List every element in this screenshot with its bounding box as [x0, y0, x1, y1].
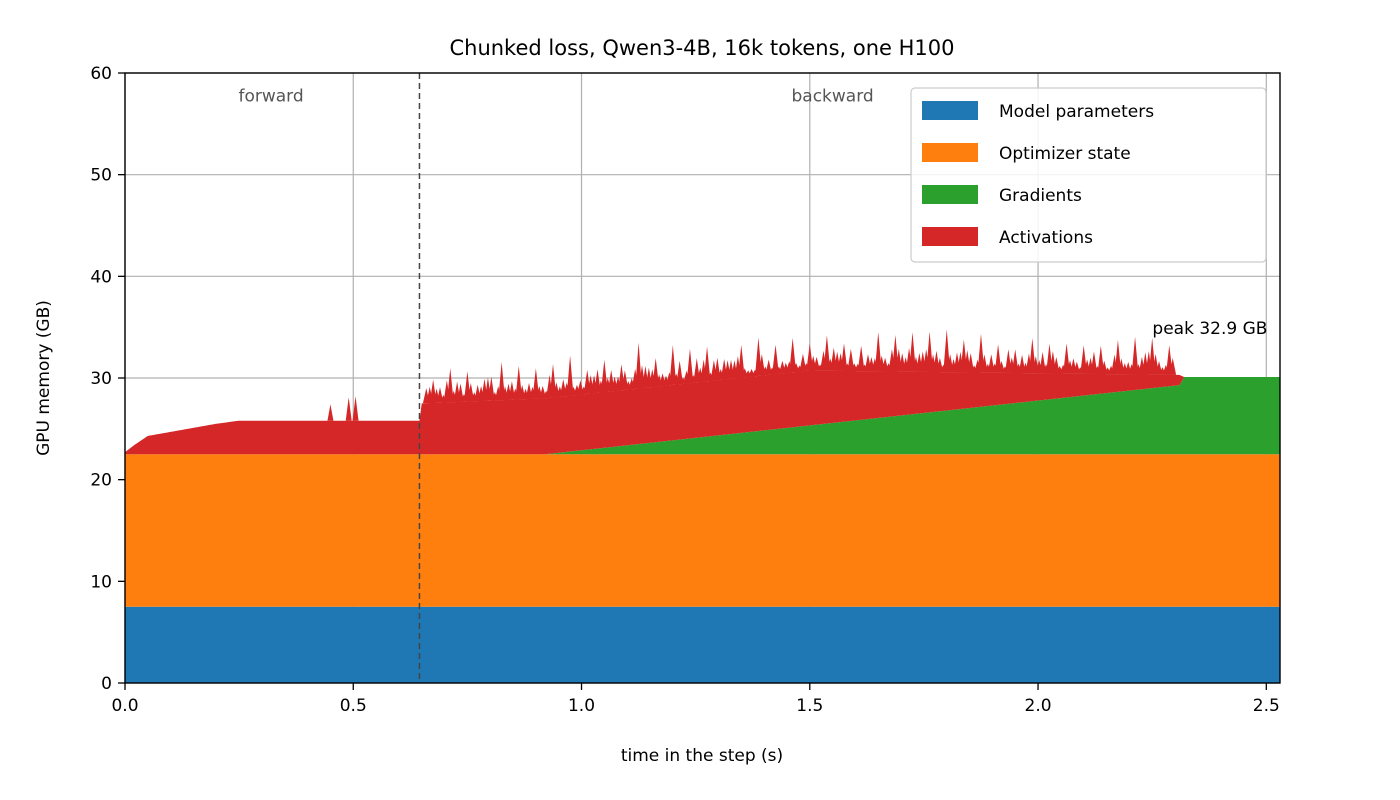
activation-spike — [772, 344, 779, 375]
y-tick-label: 30 — [90, 369, 112, 389]
legend-swatch — [922, 101, 978, 120]
activation-spike — [352, 396, 359, 421]
activation-spike — [1028, 338, 1036, 374]
activation-spike — [847, 348, 855, 371]
activation-spike — [799, 353, 807, 372]
legend-swatch — [922, 143, 978, 162]
y-tick-label: 10 — [90, 572, 112, 592]
legend-swatch — [922, 227, 978, 246]
activation-spike — [467, 382, 475, 402]
activation-spike — [600, 359, 608, 393]
activation-spikes — [327, 329, 1177, 421]
area-gradients — [125, 376, 1280, 455]
annotation-label: backward — [792, 86, 874, 106]
activation-spike — [857, 345, 865, 372]
activation-spike — [1097, 345, 1105, 375]
activation-spike — [1100, 360, 1108, 375]
area-activations — [125, 370, 1280, 455]
legend-label: Gradients — [999, 186, 1082, 206]
x-tick-label: 1.5 — [796, 696, 823, 716]
activation-spike — [758, 354, 766, 376]
activation-spike — [789, 337, 797, 373]
activation-spike — [446, 368, 454, 403]
x-axis-label: time in the step (s) — [621, 746, 783, 766]
activation-spike — [737, 345, 745, 378]
legend-swatch — [922, 185, 978, 204]
activation-spike — [532, 368, 540, 399]
activation-spike — [1011, 349, 1019, 373]
activation-spike — [498, 362, 506, 401]
axes: 0.0 0.5 1.0 1.5 2.0 2.5 0 10 20 30 40 50 60 — [90, 64, 1281, 716]
activation-spike — [515, 365, 523, 400]
legend-box — [910, 87, 1267, 263]
y-tick-label: 50 — [90, 166, 112, 186]
x-tick-label: 1.0 — [568, 696, 595, 716]
x-tick-label: 2.5 — [1253, 696, 1280, 716]
activation-spike — [669, 345, 677, 385]
activation-spike — [909, 332, 916, 372]
activation-spike — [1169, 358, 1177, 375]
activation-spike — [621, 370, 629, 390]
activation-spike — [676, 360, 684, 385]
y-axis-label: GPU memory (GB) — [34, 300, 54, 456]
activation-spike — [703, 346, 711, 382]
activation-spike — [943, 329, 951, 373]
x-tick-label: 2.0 — [1025, 696, 1052, 716]
y-tick-label: 0 — [101, 674, 112, 694]
activation-spike — [327, 404, 334, 421]
chart-title: Chunked loss, Qwen3-4B, 16k tokens, one … — [449, 36, 954, 60]
legend-label: Model parameters — [999, 102, 1154, 122]
activation-spike — [823, 335, 831, 371]
activation-spike — [1131, 336, 1139, 375]
area-model-parameters — [125, 606, 1280, 683]
activation-spike — [566, 355, 574, 396]
activation-spike — [1080, 345, 1088, 374]
x-tick-label: 0.0 — [111, 696, 138, 716]
annotation-label: peak 32.9 GB — [1152, 319, 1267, 339]
y-tick-label: 60 — [90, 64, 112, 84]
legend-label: Activations — [999, 228, 1093, 248]
activation-spike — [549, 364, 557, 398]
activation-spike — [967, 353, 975, 373]
activation-spike — [840, 343, 848, 371]
activation-spike — [987, 354, 995, 373]
annotations: forward backward peak 32.9 GB — [238, 86, 1267, 339]
activation-spike — [1052, 356, 1060, 374]
y-tick-label: 40 — [90, 267, 112, 287]
activation-spike — [813, 356, 821, 371]
area-optimizer-state — [125, 454, 1280, 607]
activation-spike — [994, 344, 1002, 373]
activation-spike — [1114, 339, 1122, 375]
y-tick-label: 20 — [90, 471, 112, 491]
x-tick-label: 0.5 — [340, 696, 367, 716]
activation-spike — [977, 333, 985, 373]
activation-spike — [487, 376, 495, 401]
annotation-label: forward — [238, 86, 303, 106]
activation-spike — [981, 354, 988, 373]
activation-spike — [926, 331, 934, 372]
activation-spike — [1039, 352, 1047, 374]
legend: Model parameters Optimizer state Gradients… — [910, 87, 1267, 263]
activation-spike — [345, 397, 352, 421]
activation-spike — [652, 357, 660, 387]
legend-label: Optimizer state — [999, 144, 1131, 164]
stacked-areas — [125, 370, 1280, 683]
activation-spike — [457, 383, 464, 402]
activation-spike — [1090, 351, 1098, 374]
activation-spike — [874, 332, 882, 372]
activation-spike — [1063, 343, 1070, 374]
activation-spike — [686, 348, 694, 384]
